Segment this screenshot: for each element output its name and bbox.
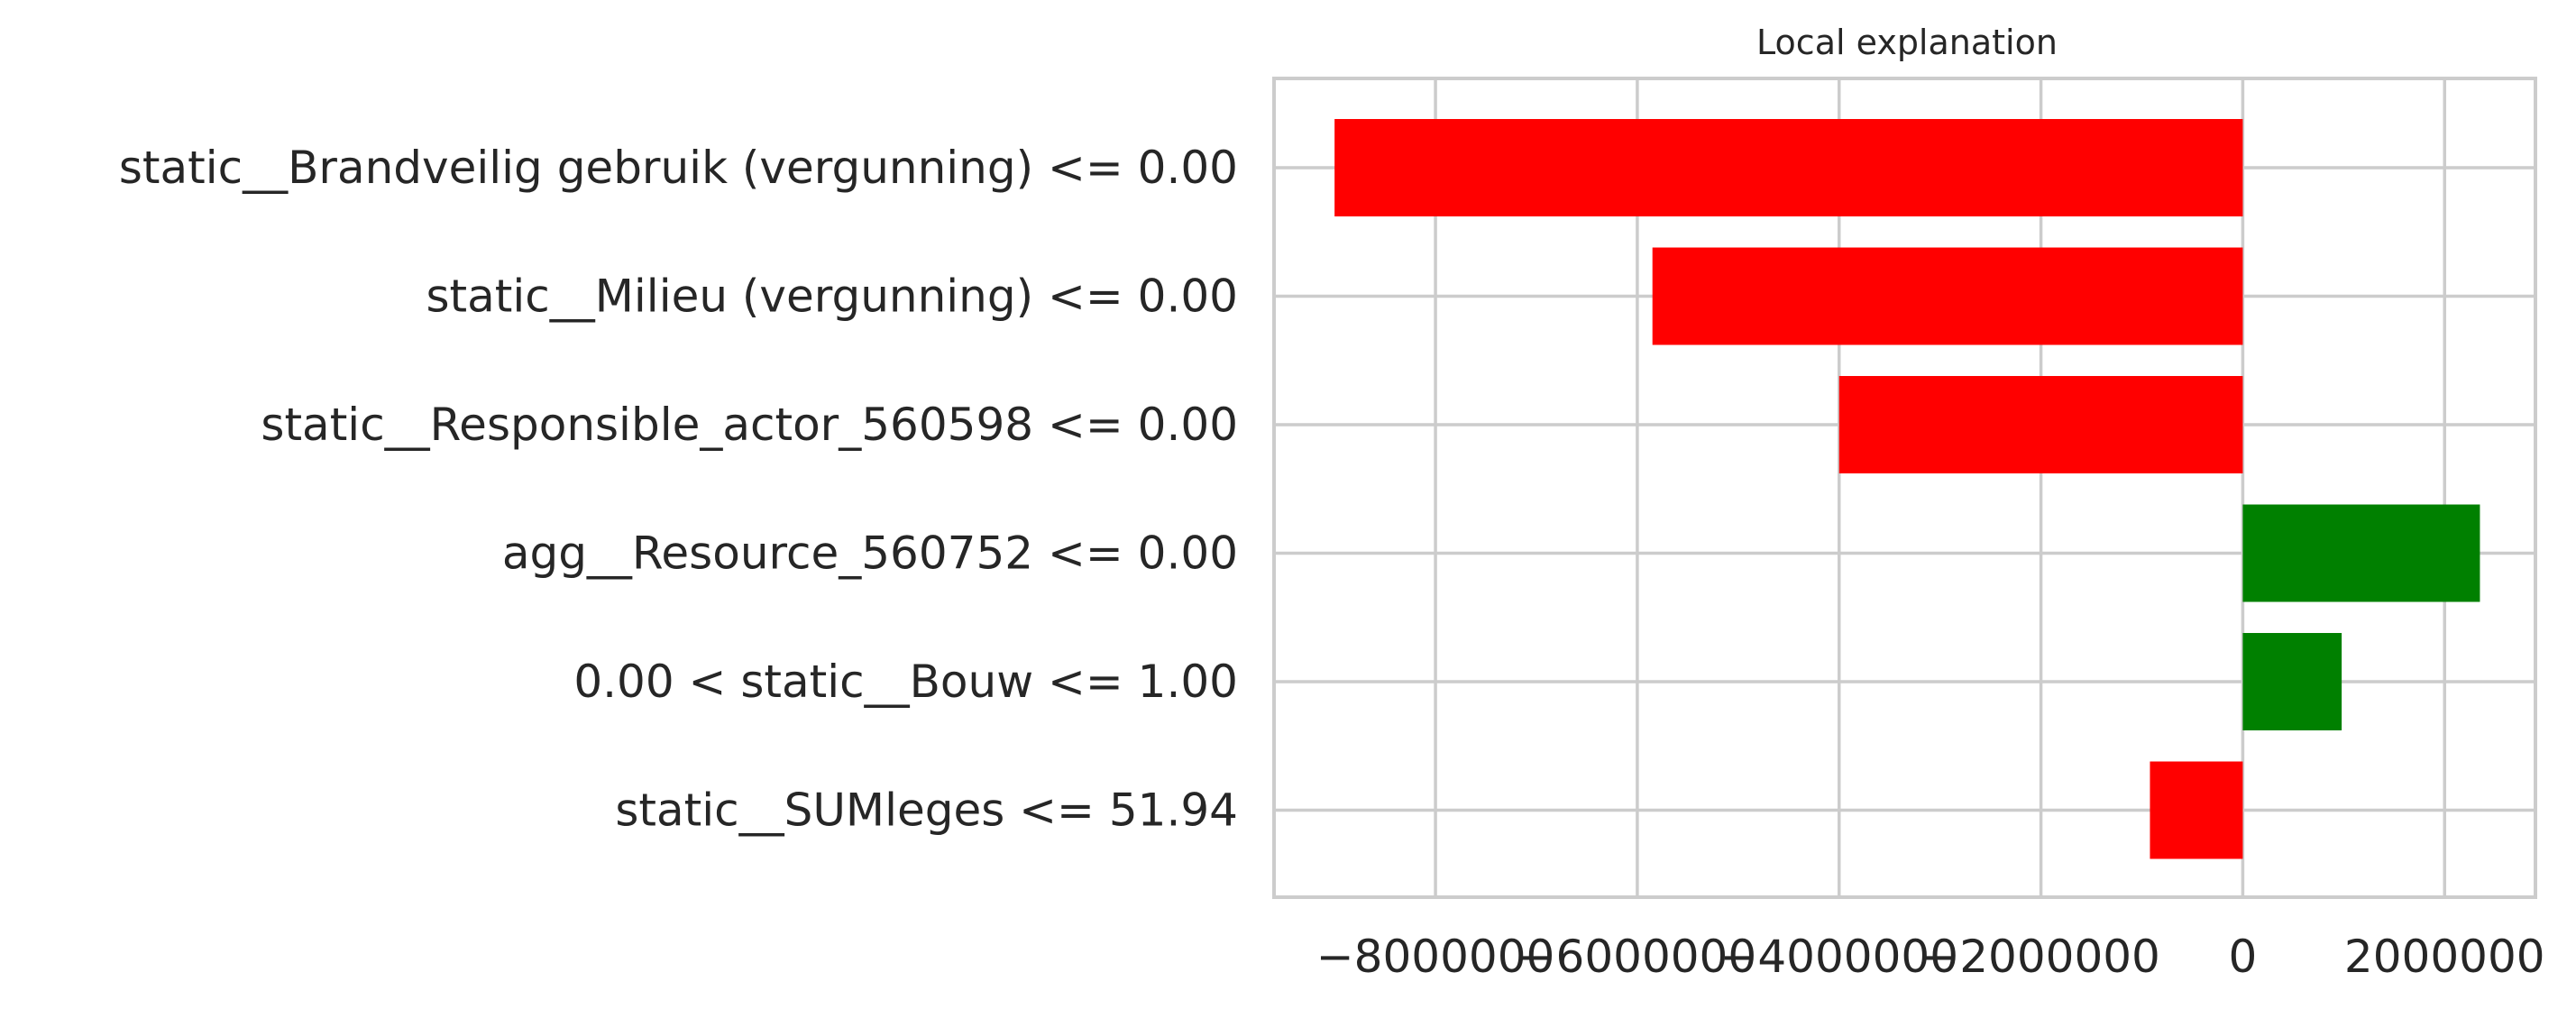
x-tick-label: 2000000 bbox=[2344, 931, 2545, 983]
y-tick-labels: static__Brandveilig gebruik (vergunning)… bbox=[119, 142, 1238, 837]
axes-frame bbox=[1272, 77, 2537, 899]
y-tick-label: static__Milieu (vergunning) <= 0.00 bbox=[426, 271, 1238, 323]
bar-6 bbox=[2150, 761, 2243, 859]
y-tick-label: static__Brandveilig gebruik (vergunning)… bbox=[119, 142, 1238, 194]
plot-frame bbox=[1272, 77, 2537, 899]
bar-1 bbox=[1334, 119, 2243, 216]
x-tick-labels: −8000000−6000000−4000000−2000000 0 2000000 bbox=[1316, 931, 2545, 983]
x-tick-label: −4000000 bbox=[1719, 931, 1958, 983]
chart-title: Local explanation bbox=[1756, 23, 2058, 62]
bar-2 bbox=[1652, 247, 2243, 345]
x-tick-label: −2000000 bbox=[1921, 931, 2160, 983]
x-tick-label: −6000000 bbox=[1518, 931, 1757, 983]
x-tick-label: −8000000 bbox=[1316, 931, 1555, 983]
bar-layer bbox=[1334, 119, 2480, 859]
bar-3 bbox=[1838, 376, 2243, 473]
bar-5 bbox=[2242, 633, 2342, 730]
y-tick-label: agg__Resource_560752 <= 0.00 bbox=[502, 527, 1238, 580]
y-tick-label: static__SUMleges <= 51.94 bbox=[615, 784, 1238, 837]
y-tick-label: static__Responsible_actor_560598 <= 0.00 bbox=[261, 399, 1238, 451]
bar-4 bbox=[2242, 504, 2480, 602]
x-tick-label: 0 bbox=[2229, 931, 2258, 983]
y-tick-label: 0.00 < static__Bouw <= 1.00 bbox=[573, 656, 1238, 708]
